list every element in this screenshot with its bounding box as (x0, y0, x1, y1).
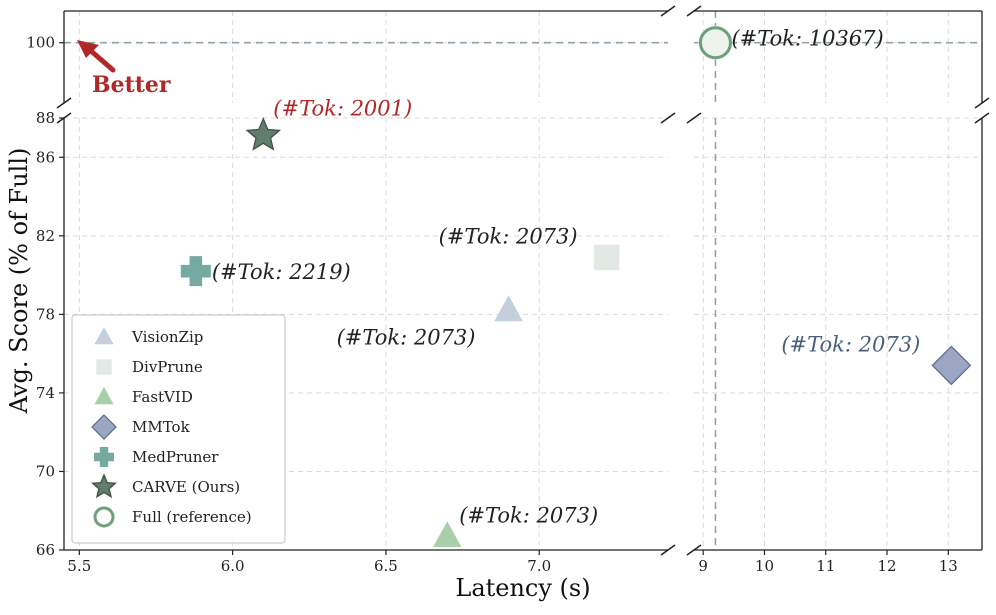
y-tick-label: 86 (36, 148, 55, 166)
x-tick-label: 12 (877, 557, 896, 575)
x-tick-label: 11 (816, 557, 835, 575)
x-tick-label: 6.0 (221, 557, 245, 575)
data-point-full-reference (698, 26, 732, 60)
legend: VisionZip DivPrune FastVID MMTok MedPruner CA… (71, 314, 286, 544)
legend-marker-full-reference (93, 506, 115, 528)
y-tick-label: 66 (36, 541, 55, 559)
ticks: 5.5 6.0 6.5 7.0 9 10 11 12 13 100 66 70 74 78 82 86 88 (26, 34, 957, 575)
data-point-divprune (593, 244, 620, 271)
y-tick-label: 100 (26, 34, 55, 52)
legend-marker-visionzip (94, 327, 114, 345)
better-arrow: Better (77, 40, 171, 98)
better-arrow-head (77, 40, 99, 58)
x-tick-label: 9 (698, 557, 708, 575)
legend-marker-carve-ours (90, 473, 118, 499)
legend-label-medpruner: MedPruner (132, 448, 219, 466)
annotation-mmtok: (#Tok: 2073) (781, 332, 920, 356)
reference-halo (698, 25, 733, 60)
legend-label-mmtok: MMTok (132, 418, 191, 436)
data-point-medpruner (180, 256, 211, 287)
data-point-mmtok (931, 345, 972, 386)
legend-label-visionzip: VisionZip (131, 328, 203, 346)
data-point-fastvid (432, 521, 462, 548)
x-axis-label: Latency (s) (455, 574, 590, 602)
legend-marker-divprune (96, 359, 112, 375)
x-tick-label: 6.5 (374, 557, 398, 575)
x-tick-label: 10 (755, 557, 774, 575)
legend-label-divprune: DivPrune (132, 358, 203, 376)
y-tick-label: 78 (36, 305, 55, 323)
legend-frame (71, 314, 286, 544)
axes-frames (56, 5, 990, 556)
legend-marker-mmtok (91, 414, 117, 440)
y-tick-label: 88 (36, 109, 55, 127)
annotation-visionzip: (#Tok: 2073) (337, 325, 476, 349)
axis-break-mark (686, 112, 702, 124)
y-axis-label: Avg. Score (% of Full) (5, 148, 33, 415)
legend-label-full-reference: Full (reference) (132, 508, 252, 526)
data-point-visionzip (494, 295, 523, 322)
axis-break-mark (686, 5, 702, 17)
axis-break-mark (686, 544, 702, 556)
x-tick-label: 5.5 (67, 557, 91, 575)
axis-break-mark (56, 97, 72, 109)
axis-break-mark (974, 112, 990, 124)
data-marks (180, 25, 972, 548)
axis-break-mark (660, 544, 676, 556)
legend-marker-fastvid (94, 387, 114, 405)
annotation-full-reference: (#Tok: 10367) (731, 27, 883, 51)
x-tick-label: 7.0 (527, 557, 551, 575)
data-point-carve-ours (245, 117, 282, 151)
y-tick-label: 70 (36, 462, 55, 480)
legend-marker-medpruner (94, 447, 114, 467)
y-tick-label: 82 (36, 227, 55, 245)
annotations: (#Tok: 2073) (#Tok: 2073) (#Tok: 2073) (#To… (212, 27, 920, 528)
better-label: Better (92, 72, 171, 98)
axis-break-mark (660, 5, 676, 17)
annotation-fastvid: (#Tok: 2073) (459, 503, 598, 527)
axis-break-mark (660, 112, 676, 124)
legend-label-fastvid: FastVID (132, 388, 193, 406)
annotation-carve-ours: (#Tok: 2001) (273, 97, 412, 121)
better-arrow-shaft (88, 48, 116, 73)
annotation-medpruner: (#Tok: 2219) (212, 260, 351, 284)
axis-break-mark (974, 97, 990, 109)
x-tick-label: 13 (939, 557, 958, 575)
y-tick-label: 74 (36, 384, 55, 402)
annotation-divprune: (#Tok: 2073) (439, 224, 578, 248)
legend-label-carve-ours: CARVE (Ours) (132, 478, 240, 496)
